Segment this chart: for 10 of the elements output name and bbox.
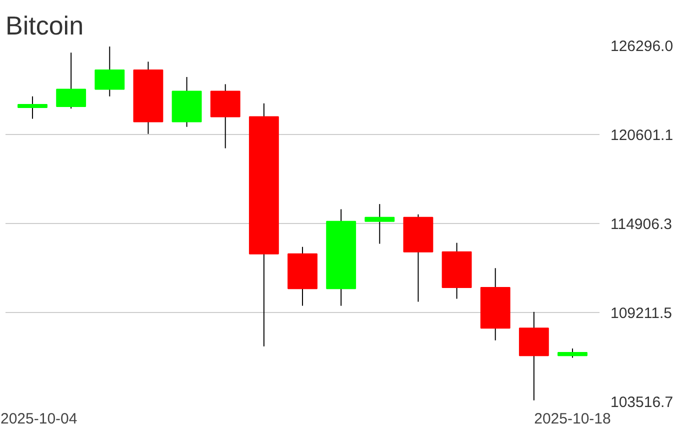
y-tick-label: 109211.5	[610, 305, 672, 322]
chart-title: Bitcoin	[6, 10, 84, 40]
x-tick-label: 2025-10-04	[0, 410, 78, 428]
candlestick	[18, 96, 48, 120]
x-tick-label: 2025-10-18	[534, 410, 611, 428]
y-tick-label: 120601.1	[610, 127, 674, 144]
y-tick-label: 114906.3	[610, 216, 672, 233]
candlestick	[364, 204, 395, 244]
y-tick-label: 126296.0	[610, 38, 674, 55]
y-tick-label: 103516.7	[610, 394, 674, 411]
